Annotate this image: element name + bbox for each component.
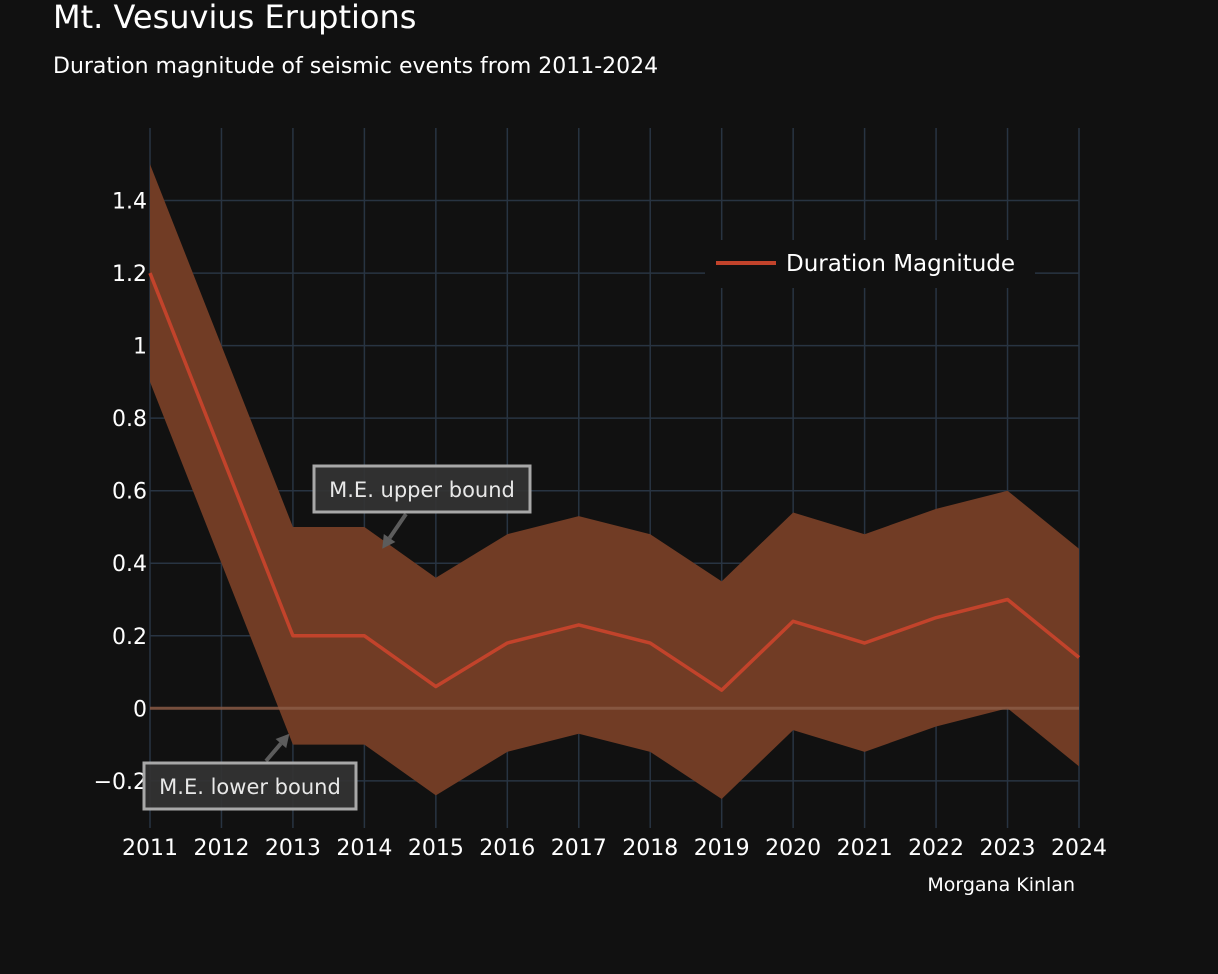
annotation-arrowhead	[382, 534, 396, 549]
x-tick-label: 2012	[193, 836, 249, 861]
x-tick-label: 2015	[408, 836, 464, 861]
y-tick-label: 0.6	[112, 480, 147, 505]
error-band	[150, 164, 1079, 799]
y-tick-label: 1.4	[112, 190, 147, 215]
x-tick-label: 2023	[980, 836, 1036, 861]
x-tick-label: 2019	[694, 836, 750, 861]
y-tick-label: 0.2	[112, 625, 147, 650]
annotation-label: M.E. upper bound	[329, 478, 515, 502]
annotation-arrow	[264, 742, 283, 763]
x-tick-label: 2024	[1051, 836, 1107, 861]
annotation-arrow	[387, 512, 408, 540]
annotation-arrowhead	[275, 733, 290, 749]
y-tick-label: −0.2	[94, 770, 147, 795]
annotations: M.E. upper bound M.E. lower bound	[142, 464, 532, 811]
y-tick-label: 1	[133, 335, 147, 360]
series-line-layer	[148, 272, 1081, 692]
x-tick-label: 2018	[622, 836, 678, 861]
x-tick-label: 2020	[765, 836, 821, 861]
annotation-box	[312, 464, 532, 514]
y-axis-ticks: −0.2 0 0.2 0.4 0.6 0.8 1 1.2 1.4	[94, 190, 147, 795]
y-tick-label: 0.4	[112, 552, 147, 577]
annotation-label: M.E. lower bound	[159, 775, 341, 799]
x-axis-ticks: 2011 2012 2013 2014 2015 2016 2017 2018 2019 2020…	[122, 836, 1107, 861]
margin-of-error-band	[150, 164, 1079, 799]
x-tick-label: 2021	[837, 836, 893, 861]
chart-subtitle: Duration magnitude of seismic events fro…	[53, 54, 658, 79]
x-tick-label: 2017	[551, 836, 607, 861]
x-tick-label: 2022	[908, 836, 964, 861]
y-tick-label: 0.8	[112, 407, 147, 432]
series-line[interactable]	[148, 272, 1081, 692]
x-tick-label: 2013	[265, 836, 321, 861]
chart-title: Mt. Vesuvius Eruptions	[53, 0, 416, 36]
x-tick-label: 2011	[122, 836, 178, 861]
x-tick-label: 2014	[336, 836, 392, 861]
y-tick-label: 1.2	[112, 262, 147, 287]
annotation-box	[142, 761, 358, 811]
legend-label: Duration Magnitude	[786, 251, 1015, 277]
y-tick-label: 0	[133, 697, 147, 722]
x-tick-label: 2016	[479, 836, 535, 861]
legend[interactable]: Duration Magnitude	[705, 240, 1035, 288]
credit: Morgana Kinlan	[927, 874, 1075, 896]
